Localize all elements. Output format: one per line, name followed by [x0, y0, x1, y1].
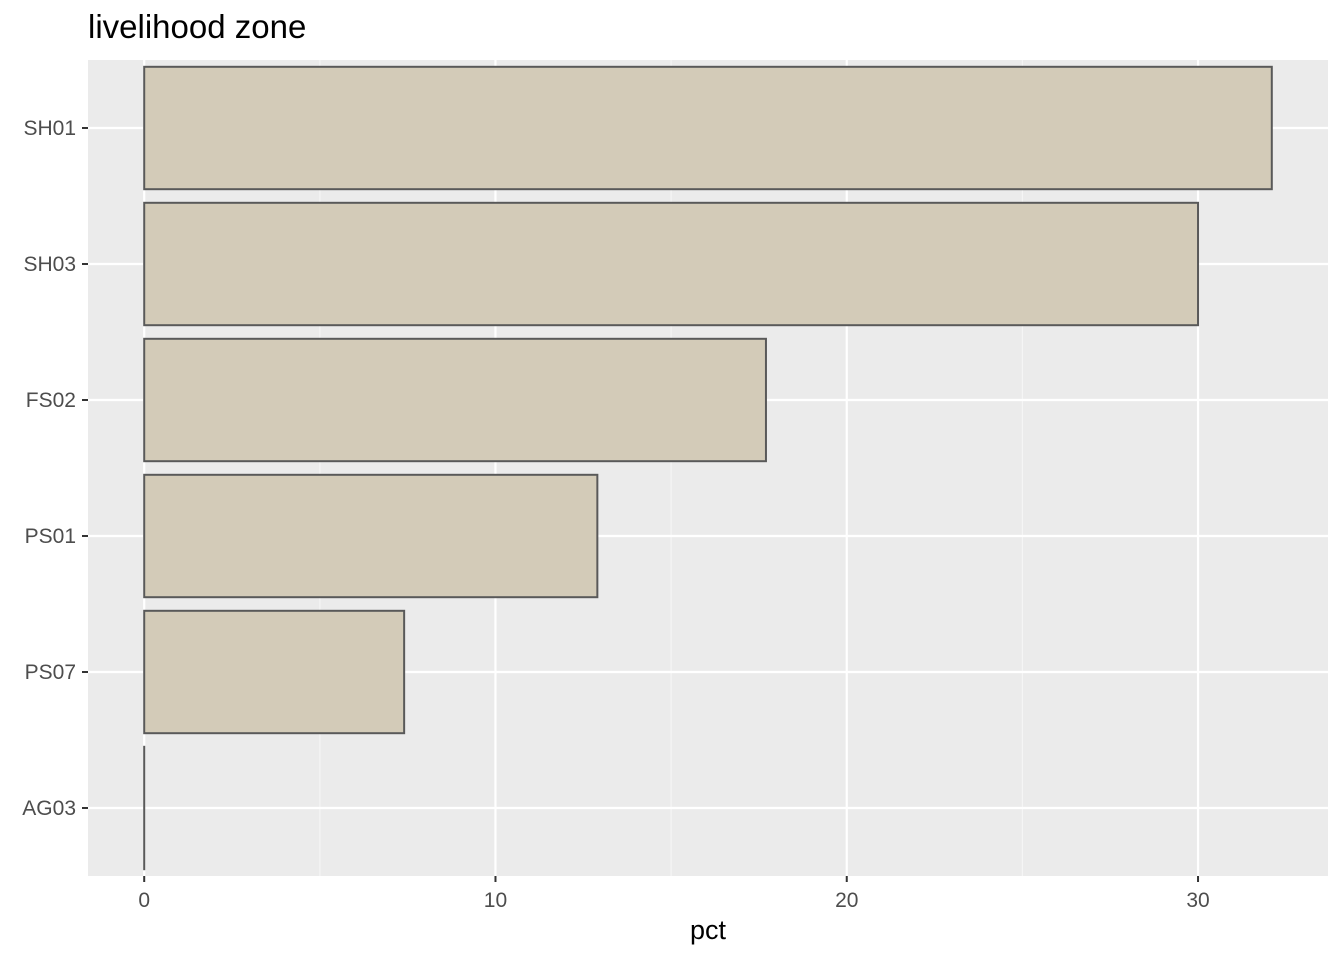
bar-sh01 — [143, 65, 1273, 191]
y-axis: SH01 SH03 FS02 PS01 PS07 AG03 — [22, 117, 88, 820]
x-axis-title: pct — [690, 915, 727, 945]
x-axis: 0 10 20 30 — [138, 876, 1210, 912]
bar-ps07 — [143, 609, 406, 735]
chart-title: livelihood zone — [88, 8, 306, 45]
y-tick-label: SH03 — [23, 253, 76, 276]
bar-fs02 — [143, 337, 767, 463]
bar-sh03 — [143, 201, 1200, 327]
plot-panel — [88, 60, 1328, 876]
bars — [143, 65, 1273, 871]
minor-gridlines — [319, 60, 1023, 876]
y-tick-label: FS02 — [26, 389, 76, 412]
x-tick-label: 0 — [138, 889, 150, 912]
y-tick-label: SH01 — [23, 117, 76, 140]
x-tick-label: 30 — [1186, 889, 1209, 912]
y-tick-label: PS01 — [25, 525, 76, 548]
x-tick-label: 20 — [835, 889, 858, 912]
x-tick-label: 10 — [484, 889, 507, 912]
bar-ps01 — [143, 473, 599, 599]
y-tick-label: AG03 — [22, 797, 76, 820]
y-tick-label: PS07 — [25, 661, 76, 684]
